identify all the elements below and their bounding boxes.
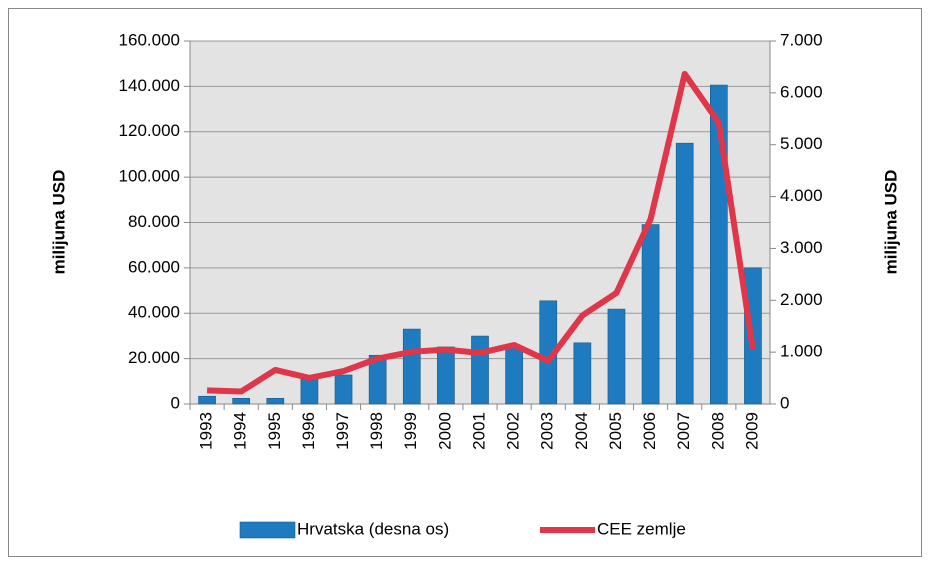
x-tick-label: 2007 bbox=[674, 412, 693, 450]
x-tick-label: 2000 bbox=[435, 412, 454, 450]
bar bbox=[573, 342, 592, 405]
y2-tick-label: 6.000 bbox=[780, 82, 823, 101]
x-tick-label: 1999 bbox=[401, 412, 420, 450]
bar bbox=[198, 395, 216, 405]
bar bbox=[675, 142, 694, 405]
y-tick-label: 160.000 bbox=[119, 30, 180, 49]
x-tick-label: 1994 bbox=[231, 412, 250, 450]
bar bbox=[641, 224, 660, 405]
y-tick-label: 80.000 bbox=[128, 212, 180, 231]
y2-tick-label: 7.000 bbox=[780, 30, 823, 49]
y-tick-label: 100.000 bbox=[119, 167, 180, 186]
y2-tick-label: 2.000 bbox=[780, 290, 823, 309]
x-tick-label: 2001 bbox=[469, 412, 488, 450]
x-tick-label: 2008 bbox=[708, 412, 727, 450]
bar bbox=[334, 374, 353, 405]
y2-tick-label: 0 bbox=[780, 393, 789, 412]
y-tick-label: 40.000 bbox=[128, 303, 180, 322]
bar bbox=[266, 397, 285, 405]
x-tick-label: 2002 bbox=[504, 412, 523, 450]
y-tick-label: 60.000 bbox=[128, 257, 180, 276]
bar bbox=[300, 378, 319, 405]
y2-axis-label: milijuna USD bbox=[881, 170, 900, 275]
bar bbox=[607, 308, 626, 405]
y-tick-label: 140.000 bbox=[119, 76, 180, 95]
y-axis-label: milijuna USD bbox=[49, 170, 68, 275]
x-tick-label: 2004 bbox=[572, 412, 591, 450]
legend-swatch bbox=[239, 521, 296, 539]
legend-label: CEE zemlje bbox=[597, 519, 686, 538]
x-tick-label: 2005 bbox=[606, 412, 625, 450]
x-tick-label: 1993 bbox=[197, 412, 216, 450]
x-tick-label: 2003 bbox=[538, 412, 557, 450]
x-tick-label: 1996 bbox=[299, 412, 318, 450]
x-tick-label: 2006 bbox=[640, 412, 659, 450]
y-tick-label: 0 bbox=[171, 393, 180, 412]
x-tick-label: 1998 bbox=[367, 412, 386, 450]
bar bbox=[505, 346, 523, 405]
y2-tick-label: 4.000 bbox=[780, 186, 823, 205]
x-tick-label: 1995 bbox=[265, 412, 284, 450]
y-tick-label: 120.000 bbox=[119, 121, 180, 140]
x-tick-label: 2009 bbox=[742, 412, 761, 450]
y2-tick-label: 1.000 bbox=[780, 342, 823, 361]
bar bbox=[368, 354, 387, 405]
y2-tick-label: 5.000 bbox=[780, 134, 823, 153]
y-tick-label: 20.000 bbox=[128, 348, 180, 367]
legend-label: Hrvatska (desna os) bbox=[297, 519, 449, 538]
bar bbox=[437, 346, 455, 405]
bar bbox=[471, 335, 489, 405]
x-tick-label: 1997 bbox=[333, 412, 352, 450]
bar bbox=[232, 397, 251, 405]
bar bbox=[402, 328, 421, 405]
line bbox=[206, 70, 756, 395]
y2-tick-label: 3.000 bbox=[780, 238, 823, 257]
